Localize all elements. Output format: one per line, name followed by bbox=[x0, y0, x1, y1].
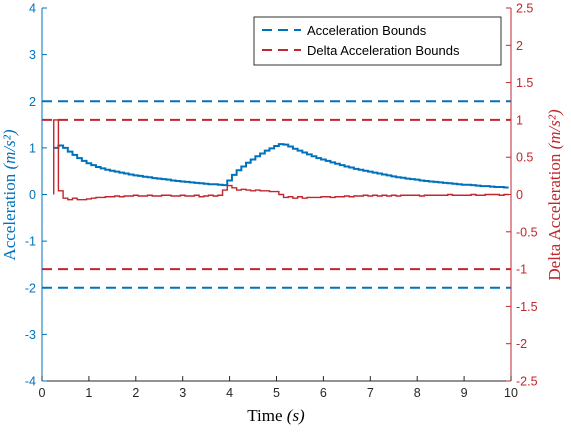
y2-tick-label: 0.5 bbox=[516, 151, 533, 165]
y2-tick-label: 1 bbox=[516, 113, 523, 127]
y-tick-label: 4 bbox=[29, 2, 36, 16]
x-axis-title: Time (s) bbox=[247, 406, 305, 425]
y-tick-label: -3 bbox=[25, 328, 36, 342]
x-tick-label: 2 bbox=[132, 386, 139, 400]
x-tick-label: 9 bbox=[461, 386, 468, 400]
plot-area bbox=[42, 8, 511, 381]
y2-tick-label: -1.5 bbox=[516, 300, 538, 314]
y-tick-label: -2 bbox=[25, 281, 36, 295]
y-tick-label: 0 bbox=[29, 188, 36, 202]
y2-tick-label: -2.5 bbox=[516, 375, 538, 389]
y2-tick-label: 2.5 bbox=[516, 2, 533, 16]
y2-tick-label: 1.5 bbox=[516, 76, 533, 90]
y2-tick-label: -1 bbox=[516, 263, 527, 277]
y-tick-label: 3 bbox=[29, 48, 36, 62]
y-tick-label: 1 bbox=[29, 141, 36, 155]
y-tick-label: 2 bbox=[29, 95, 36, 109]
y-axis-title: Acceleration (m/s²) bbox=[0, 129, 19, 260]
y2-tick-label: -2 bbox=[516, 337, 527, 351]
y2-tick-label: 2 bbox=[516, 39, 523, 53]
x-tick-label: 3 bbox=[179, 386, 186, 400]
y2-tick-label: -0.5 bbox=[516, 225, 538, 239]
x-tick-label: 0 bbox=[39, 386, 46, 400]
x-tick-label: 6 bbox=[320, 386, 327, 400]
x-tick-label: 7 bbox=[367, 386, 374, 400]
series-layer bbox=[53, 119, 509, 201]
y-tick-label: -4 bbox=[25, 375, 36, 389]
y2-tick-label: 0 bbox=[516, 188, 523, 202]
bounds-layer bbox=[42, 100, 511, 289]
x-tick-label: 1 bbox=[85, 386, 92, 400]
x-tick-label: 8 bbox=[414, 386, 421, 400]
legend-box bbox=[253, 16, 502, 66]
legend-label-acceleration-bounds: Acceleration Bounds bbox=[307, 23, 427, 38]
legend: Acceleration Bounds Delta Acceleration B… bbox=[253, 16, 502, 66]
x-tick-label: 5 bbox=[273, 386, 280, 400]
series-line-acceleration bbox=[53, 143, 509, 189]
y-tick-label: -1 bbox=[25, 235, 36, 249]
series-line-delta-acceleration bbox=[53, 119, 509, 201]
x-tick-label: 4 bbox=[226, 386, 233, 400]
legend-label-delta-acceleration-bounds: Delta Acceleration Bounds bbox=[307, 43, 460, 58]
axes-layer: 0 1 2 3 4 5 6 7 8 9 10-4-3-2-101234-2.5-2-1.5-1-0.… bbox=[25, 2, 538, 401]
x-tick-label: 10 bbox=[504, 386, 518, 400]
y2-axis-title: Delta Acceleration (m/s²) bbox=[545, 109, 564, 281]
